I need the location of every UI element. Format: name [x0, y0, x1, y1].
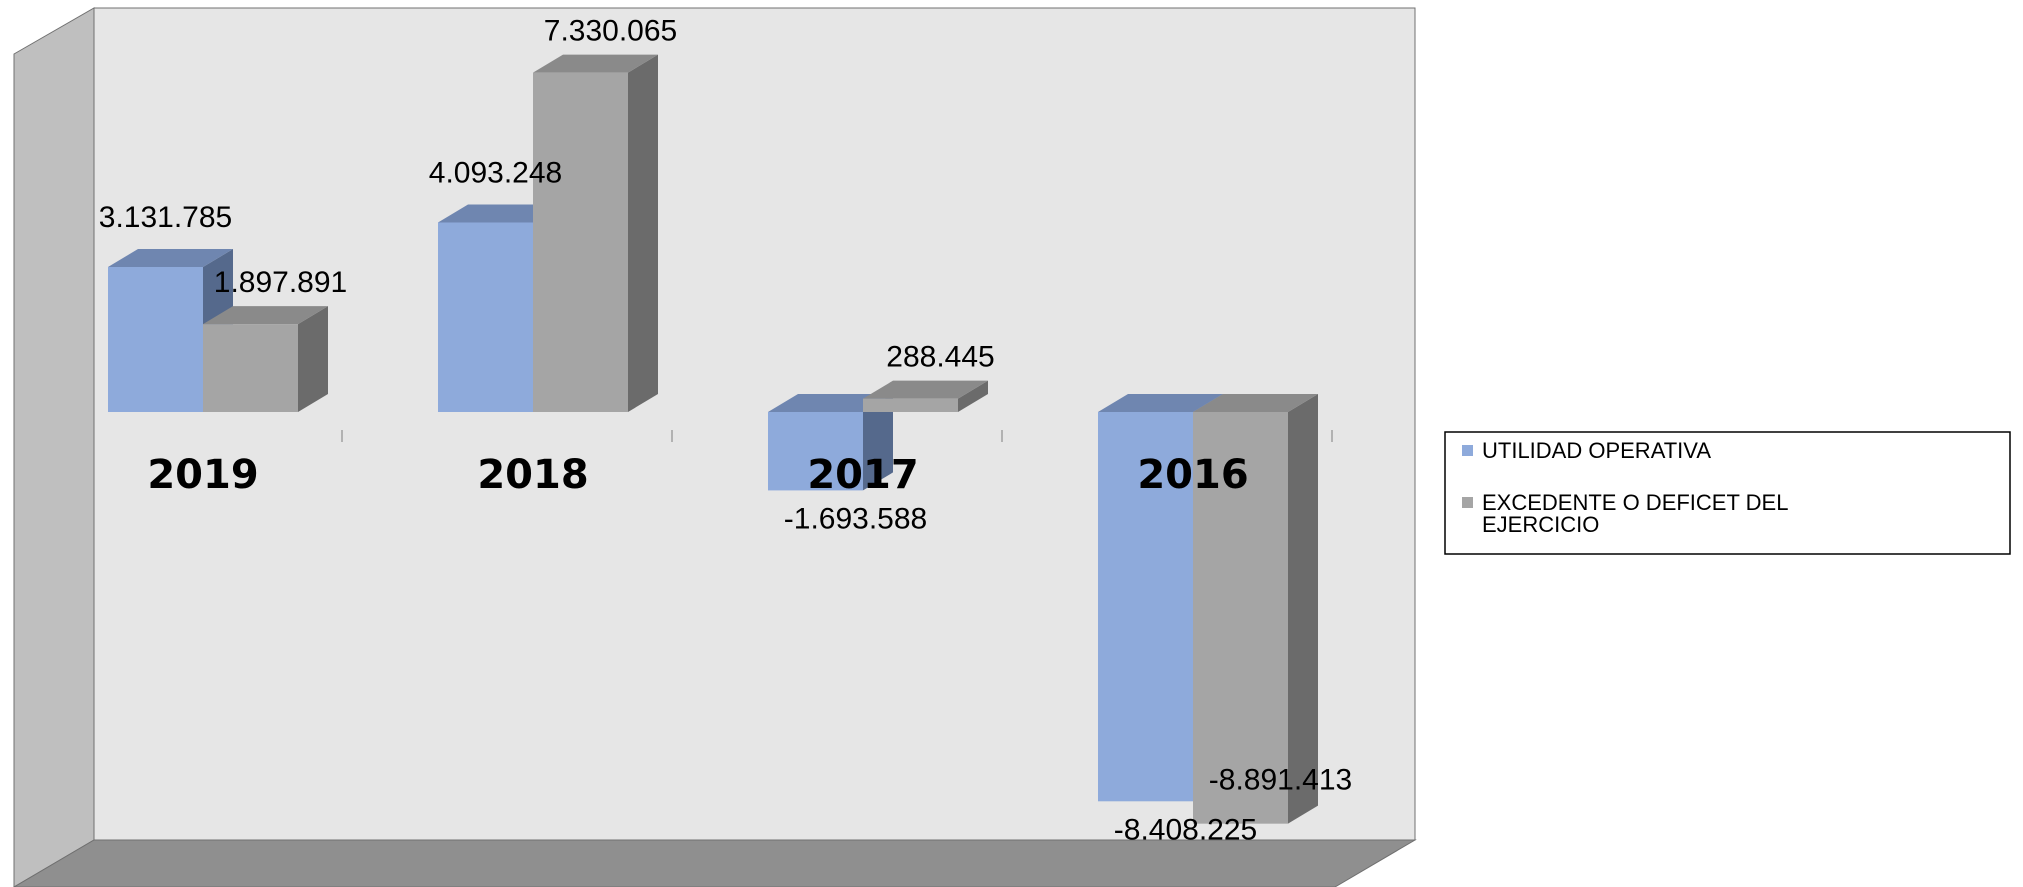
bar: [768, 412, 863, 491]
bar: [1193, 412, 1288, 824]
bar-side: [958, 380, 988, 412]
value-label: -1.693.588: [784, 502, 927, 535]
legend-label: EXCEDENTE O DEFICET DEL: [1482, 490, 1788, 515]
bar-top: [863, 380, 988, 399]
side-wall: [13, 7, 95, 887]
value-label: 7.330.065: [544, 15, 677, 48]
value-label: 288.445: [886, 341, 994, 374]
bar-top: [768, 394, 893, 412]
category-label: 2018: [477, 452, 588, 498]
bar: [438, 222, 533, 412]
bar-top: [533, 54, 658, 73]
bar-top: [1098, 394, 1223, 412]
bar: [108, 266, 203, 412]
bar: [203, 324, 298, 412]
category-label: 2019: [147, 452, 258, 498]
category-ticks: [341, 430, 1333, 442]
bar-side: [1288, 394, 1318, 824]
legend-label: UTILIDAD OPERATIVA: [1482, 438, 1711, 463]
bar-side: [628, 54, 658, 413]
bars: [108, 54, 1318, 824]
bar: [533, 72, 628, 413]
legend-label: EJERCICIO: [1482, 512, 1599, 537]
bar-side: [863, 394, 893, 491]
value-label: 4.093.248: [429, 156, 562, 189]
legend-swatch: [1462, 497, 1473, 508]
bar-top: [108, 248, 233, 267]
chart-walls: [13, 7, 1417, 887]
value-label: 3.131.785: [99, 201, 232, 234]
bar-side: [298, 306, 328, 412]
bar: [863, 398, 958, 412]
category-labels: 2019 2018 2017 2016: [147, 452, 1248, 498]
category-label: 2016: [1137, 452, 1248, 498]
category-label: 2017: [807, 452, 918, 498]
bar-top: [1193, 394, 1318, 412]
bar: [1098, 412, 1193, 802]
bar-top: [203, 306, 328, 325]
bar-top: [438, 204, 563, 223]
legend-box: [1444, 431, 2011, 555]
value-label: -8.408.225: [1114, 813, 1257, 846]
legend: UTILIDAD OPERATIVA EXCEDENTE O DEFICET DE…: [1444, 431, 2011, 555]
value-label: 1.897.891: [214, 266, 347, 299]
legend-swatch: [1462, 445, 1473, 456]
value-labels: 3.131.785 1.897.891 4.093.248 7.330.065 -1.6…: [99, 15, 1352, 847]
floor: [13, 839, 1417, 887]
value-label: -8.891.413: [1209, 764, 1352, 797]
